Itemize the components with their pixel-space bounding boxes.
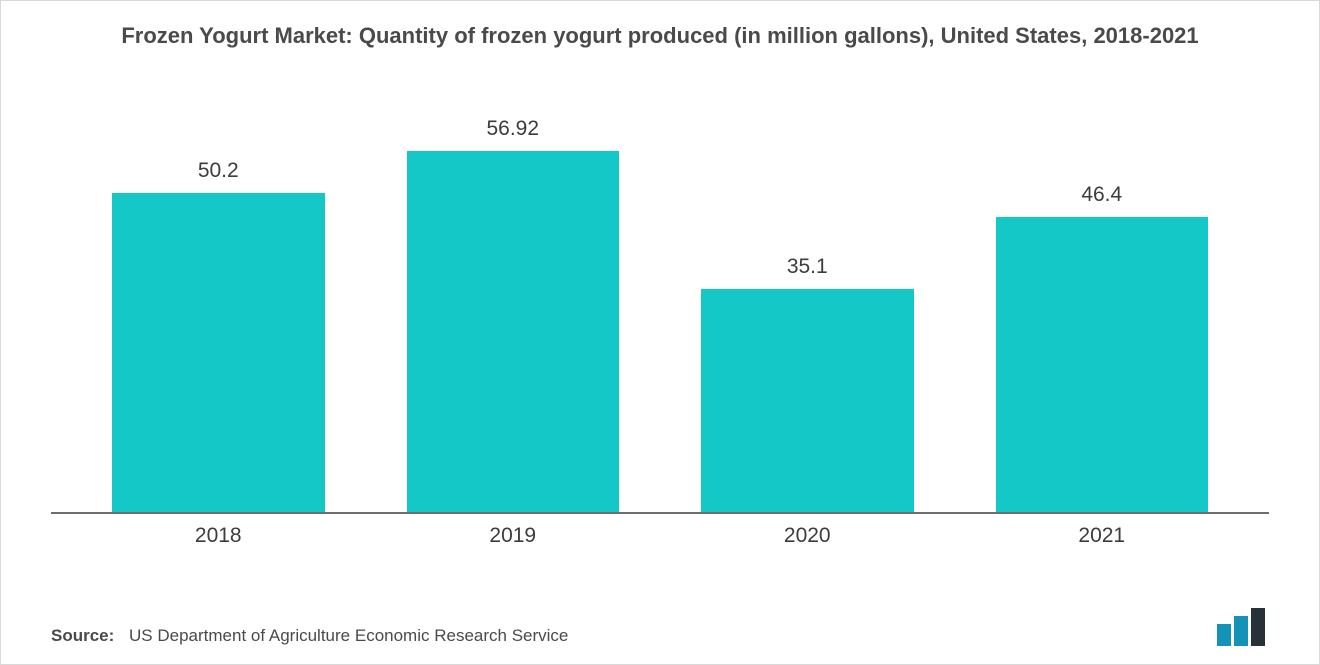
x-label-2020: 2020 bbox=[678, 524, 937, 548]
source-label: Source: bbox=[51, 626, 114, 645]
bar-value-label: 46.4 bbox=[1081, 183, 1122, 207]
x-label-2021: 2021 bbox=[972, 524, 1231, 548]
source-line: Source: US Department of Agriculture Eco… bbox=[51, 626, 568, 646]
logo-bar-icon bbox=[1217, 624, 1231, 646]
bar-group-2019: 56.92 bbox=[383, 91, 642, 512]
logo-bar-icon bbox=[1234, 616, 1248, 646]
bar-value-label: 50.2 bbox=[198, 159, 239, 183]
bar-2021 bbox=[996, 217, 1209, 512]
mordor-intelligence-logo bbox=[1217, 608, 1269, 646]
bar-2018 bbox=[112, 193, 325, 512]
bar-2020 bbox=[701, 289, 914, 512]
bar-group-2020: 35.1 bbox=[678, 91, 937, 512]
chart-container: Frozen Yogurt Market: Quantity of frozen… bbox=[0, 0, 1320, 665]
x-label-2018: 2018 bbox=[89, 524, 348, 548]
bar-group-2021: 46.4 bbox=[972, 91, 1231, 512]
bar-2019 bbox=[407, 151, 620, 512]
bar-value-label: 56.92 bbox=[486, 117, 539, 141]
logo-bar-icon bbox=[1251, 608, 1265, 646]
x-label-2019: 2019 bbox=[383, 524, 642, 548]
chart-title: Frozen Yogurt Market: Quantity of frozen… bbox=[121, 21, 1198, 51]
plot-area: 50.2 56.92 35.1 46.4 bbox=[51, 91, 1269, 514]
bar-value-label: 35.1 bbox=[787, 255, 828, 279]
source-text: US Department of Agriculture Economic Re… bbox=[129, 626, 568, 645]
x-axis-labels: 2018 2019 2020 2021 bbox=[51, 514, 1269, 548]
bar-group-2018: 50.2 bbox=[89, 91, 348, 512]
chart-footer: Source: US Department of Agriculture Eco… bbox=[51, 608, 1269, 646]
